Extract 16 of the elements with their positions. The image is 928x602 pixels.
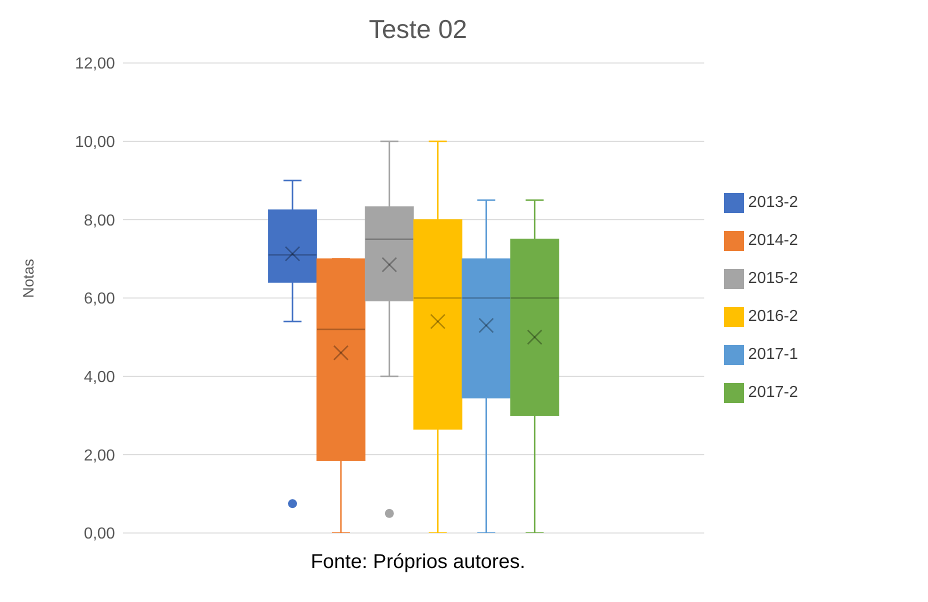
y-tick-label: 12,00 — [74, 56, 116, 73]
y-axis-title: Notas — [20, 258, 38, 298]
legend-label: 2015-2 — [748, 270, 798, 287]
source-note: Fonte: Próprios autores. — [310, 551, 526, 574]
legend-label: 2016-2 — [748, 308, 798, 325]
y-tick-label: 8,00 — [84, 212, 116, 230]
y-tick-label: 4,00 — [84, 369, 116, 386]
legend-label: 2017-2 — [748, 384, 798, 401]
chart-title: Teste 02 — [368, 13, 468, 46]
legend-label: 2013-2 — [748, 194, 798, 211]
legend-label: 2014-2 — [748, 232, 798, 249]
legend-label: 2017-1 — [748, 346, 798, 363]
y-tick-label: 0,00 — [84, 526, 116, 543]
y-tick-label: 10,00 — [74, 134, 116, 152]
y-tick-label: 6,00 — [84, 290, 116, 308]
y-tick-label: 2,00 — [84, 447, 116, 464]
